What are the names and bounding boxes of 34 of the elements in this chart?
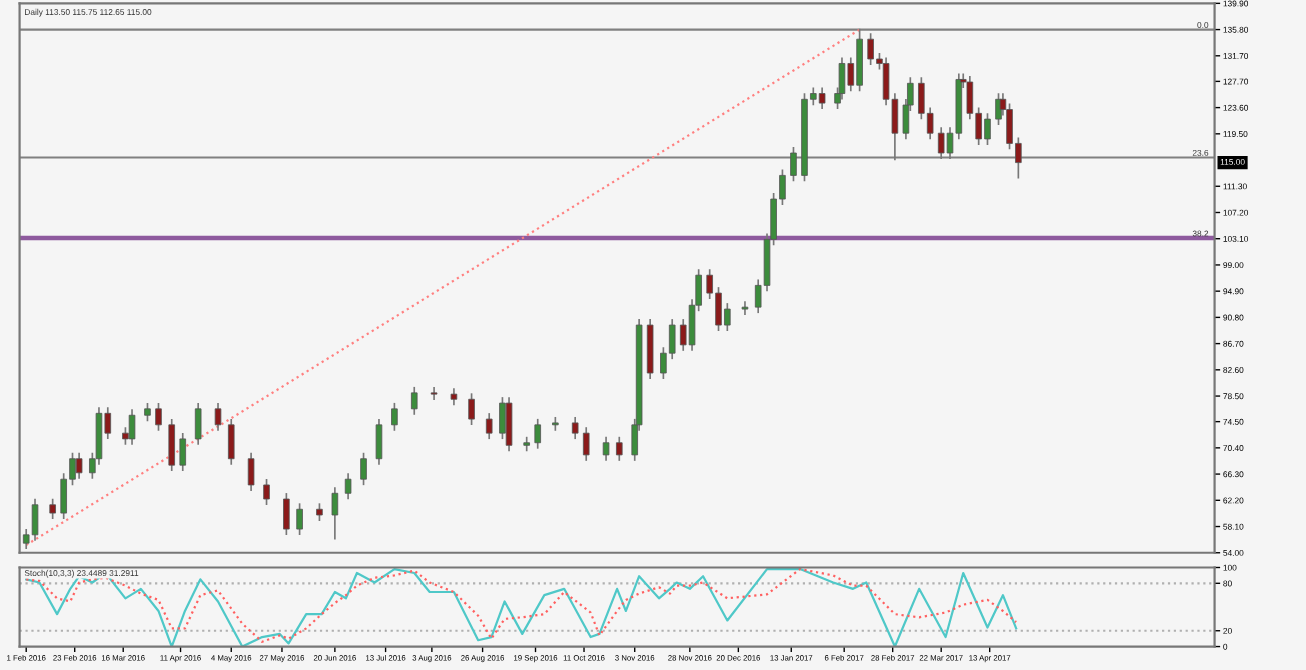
candlestick bbox=[505, 397, 513, 452]
candlestick bbox=[155, 402, 162, 431]
candlestick bbox=[344, 473, 352, 500]
candlestick bbox=[194, 402, 202, 445]
candlestick bbox=[247, 452, 255, 491]
candlestick bbox=[227, 418, 235, 465]
candlestick bbox=[391, 402, 398, 431]
candlestick bbox=[75, 452, 83, 479]
candlestick bbox=[571, 416, 579, 440]
candlestick bbox=[263, 479, 270, 505]
candlestick bbox=[582, 427, 590, 461]
candlestick bbox=[499, 397, 506, 440]
candlestick bbox=[468, 393, 475, 426]
candlestick bbox=[375, 418, 383, 465]
candlestick bbox=[534, 418, 541, 449]
candlestick bbox=[616, 436, 623, 461]
candlestick bbox=[410, 386, 418, 415]
candlestick bbox=[179, 432, 187, 472]
candlestick bbox=[818, 87, 826, 110]
candlestick bbox=[128, 409, 136, 445]
candlestick bbox=[296, 503, 303, 536]
candlestick bbox=[214, 402, 222, 431]
candlestick bbox=[331, 487, 339, 540]
candlestick bbox=[646, 319, 654, 379]
candlestick bbox=[602, 436, 610, 461]
candlestick bbox=[283, 493, 290, 536]
candlestick bbox=[485, 413, 493, 440]
candlestick bbox=[360, 452, 367, 486]
candlestick bbox=[168, 418, 176, 472]
candlestick bbox=[430, 386, 438, 401]
candlestick bbox=[31, 498, 39, 541]
candlestick bbox=[523, 436, 530, 452]
candlestick bbox=[49, 498, 56, 520]
candlestick bbox=[741, 301, 749, 316]
